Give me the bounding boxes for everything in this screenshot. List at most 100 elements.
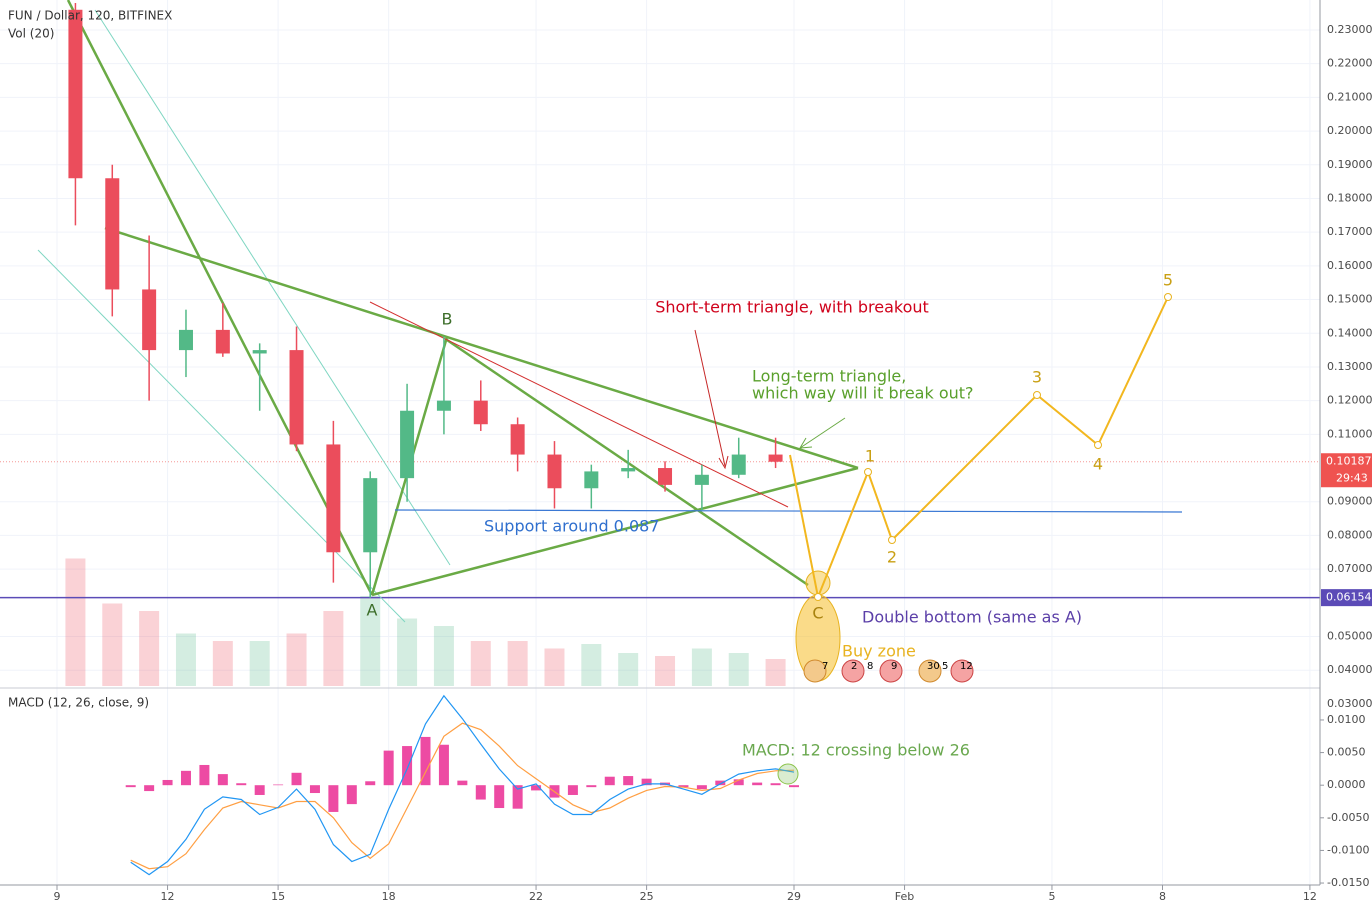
x-tick-label: 12	[161, 890, 175, 903]
y-tick-label: 0.12000	[1327, 394, 1372, 407]
candle-body	[400, 410, 415, 479]
y-tick-label: 0.08000	[1327, 528, 1372, 541]
volume-bar	[286, 633, 307, 686]
macd-histogram-bar	[254, 785, 265, 795]
macd-histogram-bar	[641, 778, 652, 786]
point-label: B	[442, 310, 453, 329]
macd-histogram-bar	[346, 785, 357, 805]
macd-histogram-bar	[291, 772, 302, 786]
y-tick-label: 0.16000	[1327, 259, 1372, 272]
channel-line	[94, 9, 451, 566]
event: 9	[879, 659, 903, 683]
macd-histogram-bar	[217, 774, 228, 786]
candle-body	[363, 478, 378, 553]
annotation: Support around 0.087	[484, 517, 659, 536]
candle-body	[105, 178, 120, 290]
volume-bar	[212, 641, 233, 686]
volume-bar	[323, 611, 344, 686]
price-marker-label: 0.06154	[1326, 591, 1372, 604]
candles	[68, 3, 783, 598]
x-tick-label: 12	[1303, 890, 1317, 903]
macd-histogram-bar	[144, 785, 155, 792]
volume-bar	[397, 618, 418, 686]
arrow-head	[718, 455, 729, 470]
macd-histogram-bar	[180, 770, 191, 786]
volume-layer	[65, 558, 786, 686]
wave-points	[814, 293, 1172, 601]
macd-histogram-bar	[770, 783, 781, 786]
macd-tick-label: -0.0150	[1327, 876, 1369, 889]
candle-body	[694, 474, 709, 485]
volume-bar	[102, 603, 123, 686]
candle-body	[252, 350, 267, 354]
candle-body	[142, 289, 157, 351]
support-line	[394, 509, 1183, 513]
macd-histogram-bar	[475, 785, 486, 800]
y-tick-label: 0.22000	[1327, 57, 1372, 70]
volume-bar	[65, 558, 86, 686]
event-label: 12	[960, 661, 973, 672]
volume-bar	[507, 641, 528, 686]
point-label: A	[367, 601, 378, 620]
y-tick-label: 0.05000	[1327, 630, 1372, 643]
macd-histogram-bar	[715, 780, 726, 786]
macd-histogram-bar	[494, 785, 505, 809]
x-tick-label: 18	[382, 890, 396, 903]
macd-histogram-bar	[531, 785, 542, 791]
macd-tick-label: 0.0100	[1327, 713, 1366, 726]
candle-body	[68, 9, 83, 179]
macd-histogram-bar	[457, 780, 468, 786]
macd-histogram-bar	[733, 779, 744, 786]
macd-label: MACD (12, 26, close, 9)	[8, 696, 149, 710]
y-tick-label: 0.20000	[1327, 124, 1372, 137]
x-tick-label: 29	[787, 890, 801, 903]
event-label: 2	[851, 661, 857, 672]
candle-body	[731, 454, 746, 475]
candle-body	[584, 471, 599, 489]
macd-histogram-bar	[512, 785, 523, 809]
volume-bar	[655, 656, 676, 686]
annotations: A B C 1 2 3 4 5 Short-term triangle, wit…	[367, 271, 1174, 760]
volume-bar	[470, 641, 491, 686]
event-label: 9	[891, 661, 897, 672]
volume-bar	[139, 611, 160, 686]
y-tick-label: 0.18000	[1327, 191, 1372, 204]
volume-bar	[360, 596, 381, 686]
y-tick-label: 0.03000	[1327, 697, 1372, 710]
x-tick-label: Feb	[895, 890, 914, 903]
trend-line	[371, 466, 859, 597]
price-marker-label: 0.10187	[1326, 455, 1372, 468]
volume-bar	[249, 641, 270, 686]
y-tick-label: 0.13000	[1327, 360, 1372, 373]
macd-tick-label: 0.0000	[1327, 778, 1366, 791]
price-markers	[0, 461, 1320, 599]
wave-point	[888, 536, 896, 544]
macd-histogram-bar	[623, 776, 634, 786]
macd-histogram-bar	[365, 781, 376, 786]
volume-bar	[691, 648, 712, 686]
volume-bar	[728, 653, 749, 686]
y-tick-label: 0.04000	[1327, 663, 1372, 676]
candle-body	[768, 454, 783, 462]
short-trend-line	[369, 301, 789, 508]
x-tick-label: 22	[529, 890, 543, 903]
trend-line	[66, 0, 374, 596]
annotation: Buy zone	[842, 642, 916, 661]
y-tick-label: 0.19000	[1327, 158, 1372, 171]
candle-body	[436, 400, 451, 411]
event: 12	[950, 659, 974, 683]
macd-histogram-bar	[236, 783, 247, 786]
wave-point	[1164, 293, 1172, 301]
wave-label: 5	[1163, 271, 1173, 290]
volume-bar	[175, 633, 196, 686]
macd-tick-label: 0.0050	[1327, 746, 1366, 759]
macd-histogram-bar	[752, 782, 763, 786]
macd-histogram-bar	[789, 785, 800, 788]
volume-bar	[581, 644, 602, 686]
wave-point	[1033, 391, 1041, 399]
y-tick-label: 0.09000	[1327, 495, 1372, 508]
macd-histogram-bar	[696, 785, 707, 790]
